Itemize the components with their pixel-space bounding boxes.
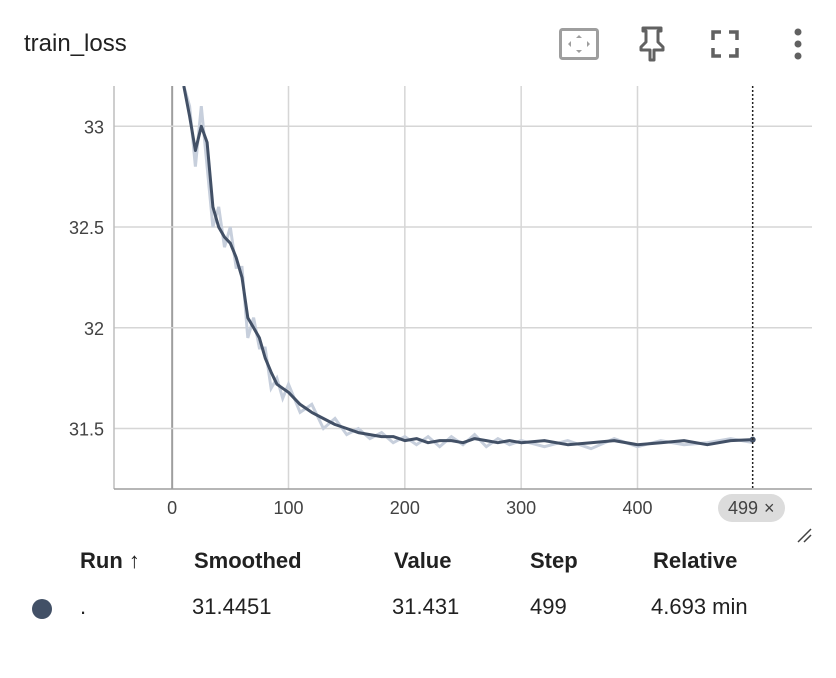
fullscreen-icon xyxy=(711,30,739,58)
step-chip-label: 499 xyxy=(728,498,759,518)
fit-domain-button[interactable] xyxy=(559,24,599,64)
pin-icon xyxy=(639,26,665,62)
column-header-smoothed[interactable]: Smoothed xyxy=(194,548,302,573)
x-tick-label: 200 xyxy=(390,498,420,518)
cell-step: 499 xyxy=(530,594,567,619)
fullscreen-button[interactable] xyxy=(705,24,745,64)
y-tick-label: 32.5 xyxy=(69,218,104,238)
run-color-dot xyxy=(32,599,52,619)
x-tick-label: 400 xyxy=(622,498,652,518)
raw-series-line xyxy=(182,86,753,451)
line-chart[interactable]: 0 100 200 300 400 31.5 32 32.5 33 xyxy=(0,78,836,518)
column-header-relative[interactable]: Relative xyxy=(653,548,738,573)
x-tick-label: 100 xyxy=(273,498,303,518)
y-tick-label: 32 xyxy=(84,319,104,339)
cell-run: . xyxy=(80,594,87,619)
cell-smoothed: 31.4451 xyxy=(192,594,272,619)
more-options-button[interactable] xyxy=(778,24,818,64)
pin-button[interactable] xyxy=(632,24,672,64)
step-chip[interactable]: 499 × xyxy=(718,494,785,522)
resize-handle-icon[interactable] xyxy=(796,527,812,543)
y-tick-label: 33 xyxy=(84,117,104,137)
y-tick-label: 31.5 xyxy=(69,420,104,440)
smoothed-series-line xyxy=(182,86,753,447)
close-icon[interactable]: × xyxy=(764,498,775,518)
cell-relative: 4.693 min xyxy=(651,594,748,619)
cell-value: 31.431 xyxy=(392,594,460,619)
card-toolbar xyxy=(559,24,818,64)
column-header-value[interactable]: Value xyxy=(394,548,452,573)
column-header-step[interactable]: Step xyxy=(530,548,578,573)
column-header-run[interactable]: Run ↑ xyxy=(80,548,140,573)
more-vert-icon xyxy=(794,28,802,60)
x-tick-label: 300 xyxy=(506,498,536,518)
card-title: train_loss xyxy=(24,30,127,57)
fit-domain-icon xyxy=(559,28,599,60)
x-tick-label: 0 xyxy=(167,498,177,518)
